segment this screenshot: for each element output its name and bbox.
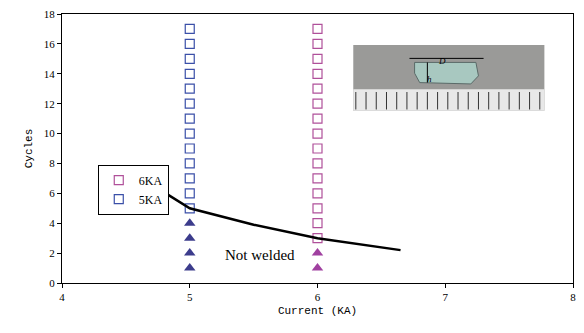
svg-text:0: 0: [49, 277, 55, 289]
svg-text:18: 18: [44, 8, 56, 20]
svg-text:D: D: [438, 56, 446, 66]
svg-text:h: h: [427, 74, 432, 84]
svg-text:5KA: 5KA: [139, 193, 163, 207]
svg-text:4: 4: [59, 291, 65, 303]
svg-text:8: 8: [49, 157, 55, 169]
svg-text:10: 10: [44, 127, 56, 139]
svg-text:Not welded: Not welded: [225, 247, 295, 263]
svg-text:6KA: 6KA: [139, 174, 163, 188]
svg-text:6: 6: [49, 187, 55, 199]
svg-text:7: 7: [443, 291, 449, 303]
svg-text:12: 12: [44, 98, 55, 110]
svg-text:Current (KA): Current (KA): [278, 305, 357, 317]
svg-text:4: 4: [49, 217, 55, 229]
svg-text:14: 14: [44, 68, 56, 80]
svg-text:6: 6: [315, 291, 321, 303]
svg-text:5: 5: [187, 291, 193, 303]
svg-text:16: 16: [44, 38, 56, 50]
svg-text:Cycles: Cycles: [23, 129, 35, 169]
svg-text:8: 8: [570, 291, 576, 303]
svg-text:2: 2: [49, 247, 55, 259]
